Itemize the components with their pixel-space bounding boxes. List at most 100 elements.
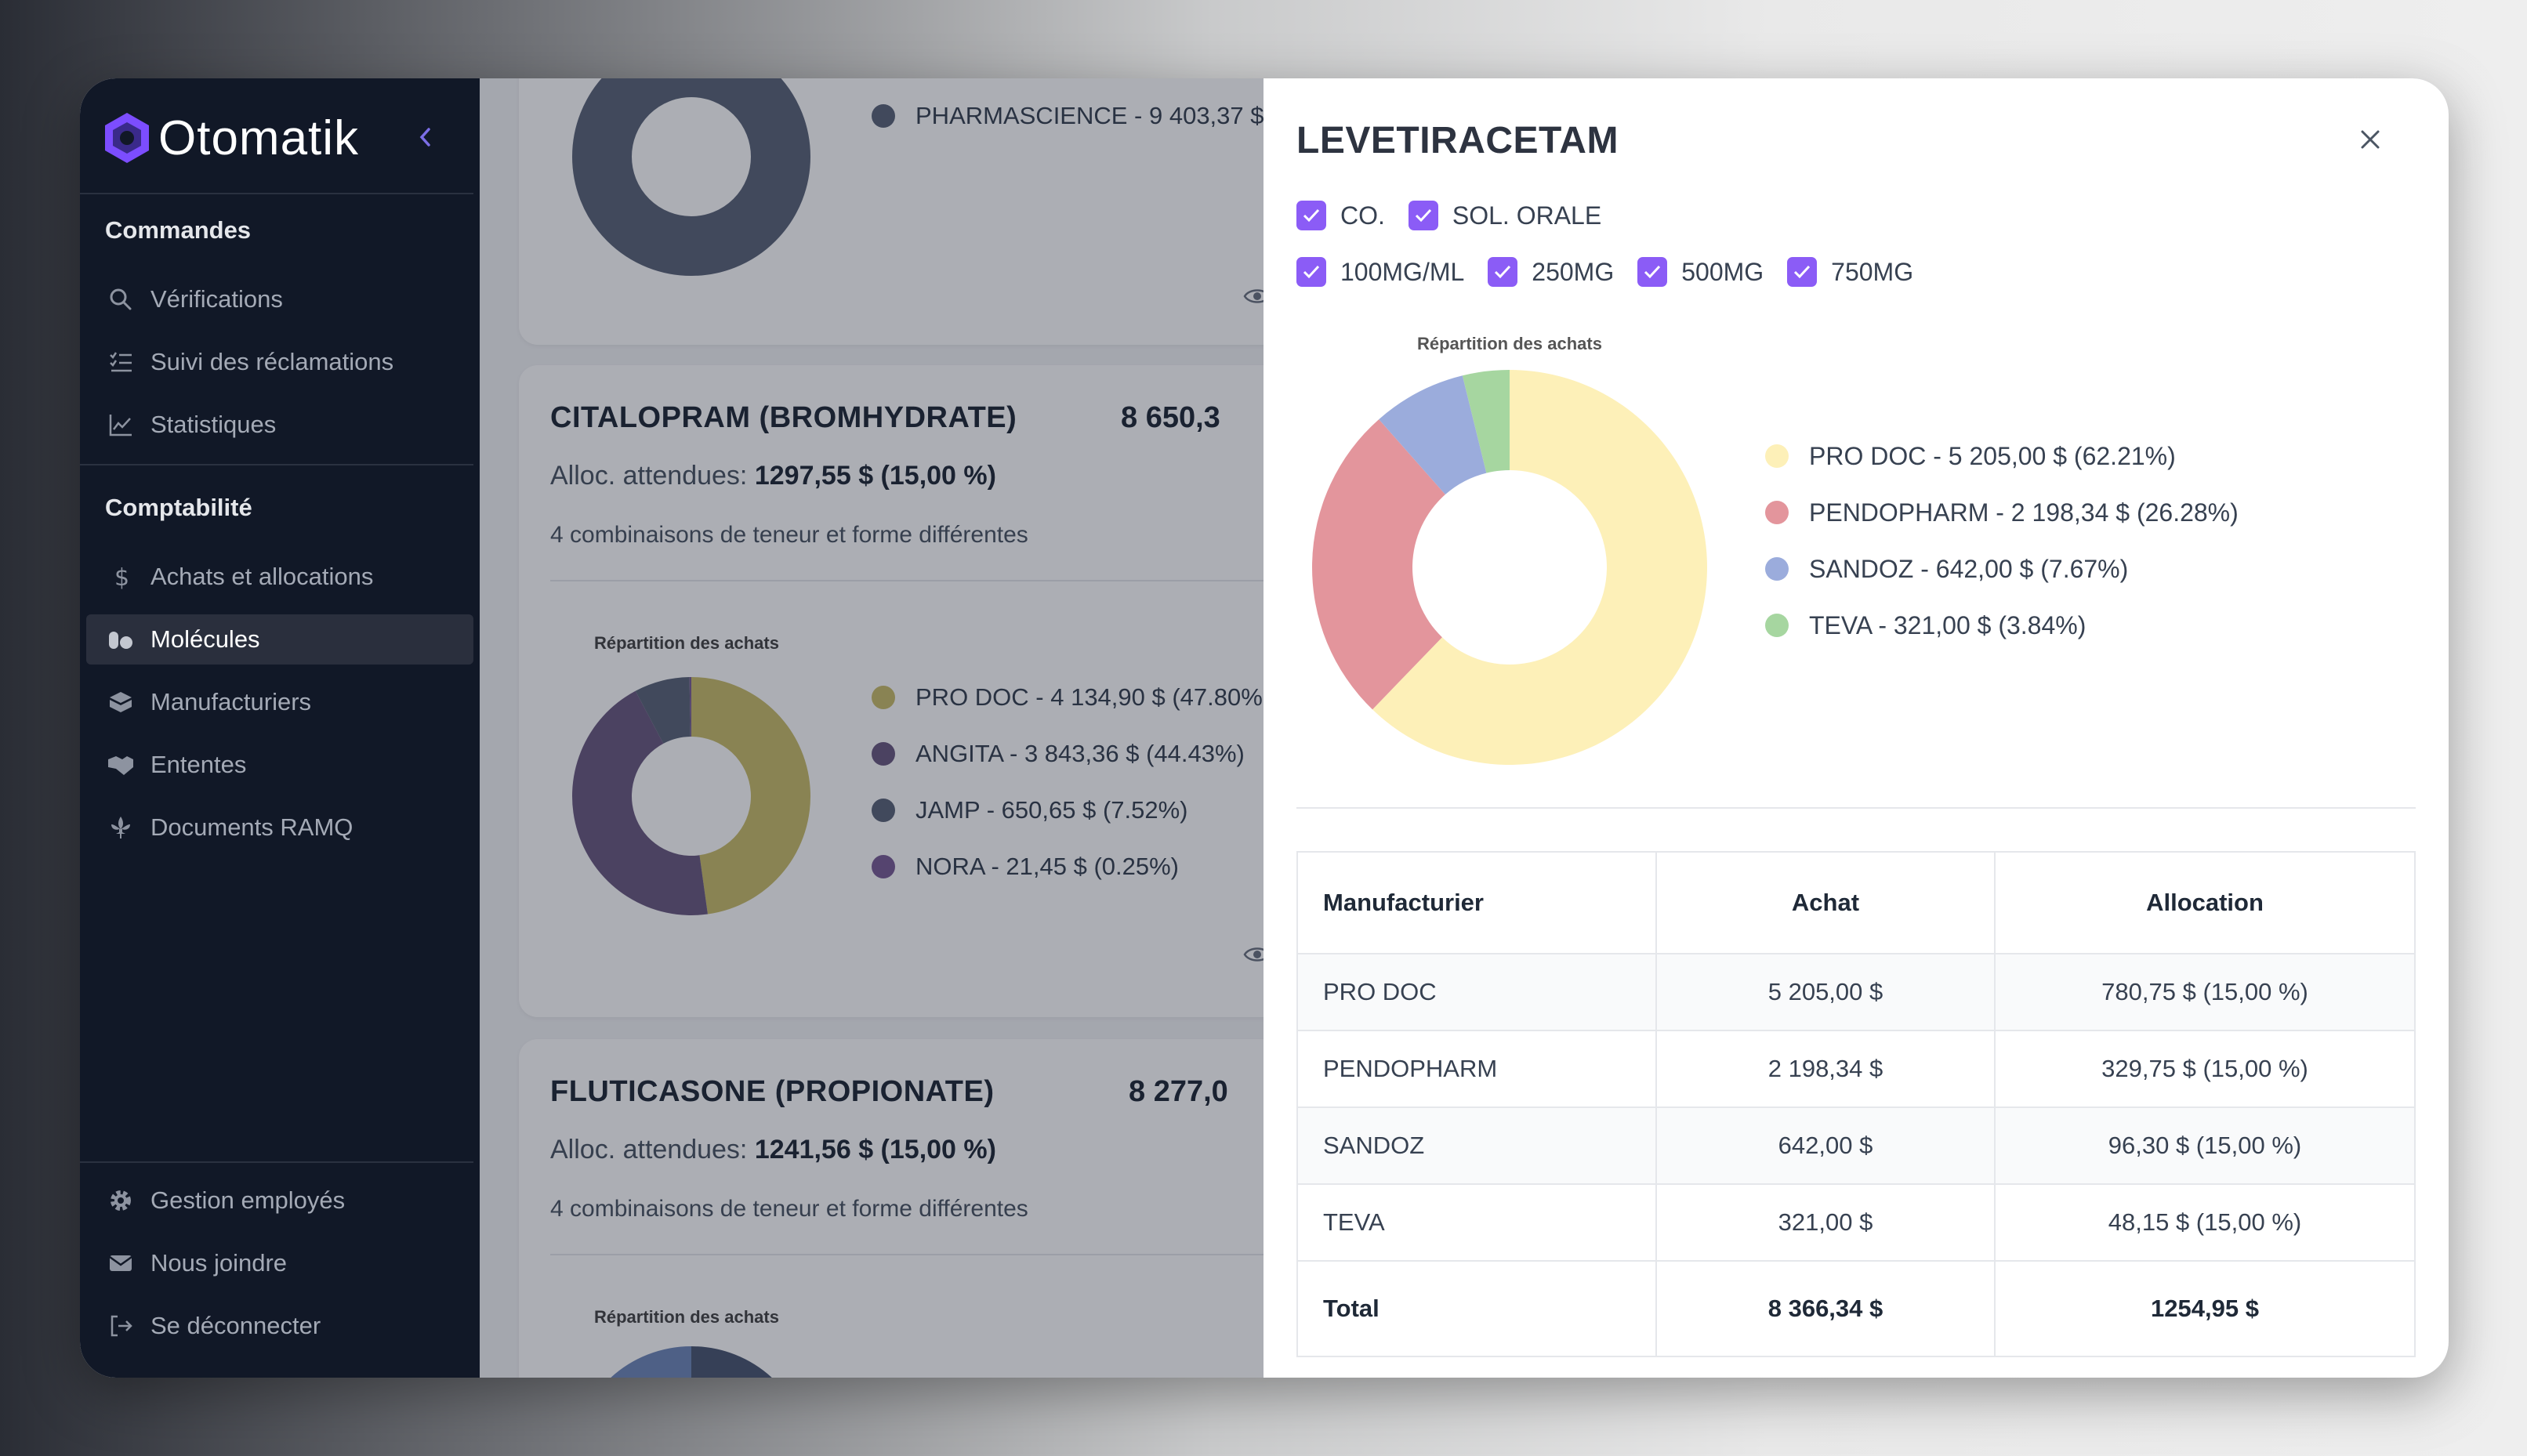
legend-item: PRO DOC - 5 205,00 $ (62.21%): [1765, 428, 2239, 484]
card-divider: [550, 580, 1381, 581]
collapse-sidebar-button[interactable]: [409, 119, 441, 155]
svg-text:$: $: [114, 564, 129, 589]
donut-chart-levetiracetam: [1312, 370, 1707, 765]
sidebar-item-manufacturiers[interactable]: Manufacturiers: [86, 677, 473, 727]
checkbox-strength-500mg[interactable]: 500MG: [1637, 257, 1764, 287]
cell-allocation: 780,75 $ (15,00 %): [1994, 953, 2416, 1031]
search-icon: [107, 285, 135, 313]
checkbox-checked[interactable]: [1408, 201, 1438, 230]
list-check-icon: [107, 348, 135, 376]
checkbox-strength-250mg[interactable]: 250MG: [1488, 257, 1614, 287]
sidebar-item-gestion-employes[interactable]: Gestion employés: [86, 1175, 473, 1226]
alloc-prefix: Alloc. attendues:: [550, 461, 748, 491]
checkbox-checked[interactable]: [1488, 257, 1518, 287]
card-title: CITALOPRAM (BROMHYDRATE): [550, 401, 1017, 434]
checkbox-checked[interactable]: [1296, 257, 1326, 287]
check-icon: [1303, 208, 1320, 223]
checkbox-form-sol-orale[interactable]: SOL. ORALE: [1408, 201, 1602, 230]
close-icon[interactable]: [2353, 122, 2387, 157]
sidebar-item-label: Vérifications: [150, 285, 283, 313]
sidebar-item-documents-ramq[interactable]: Documents RAMQ: [86, 802, 473, 853]
donut-slice-teva[interactable]: [1462, 370, 1510, 473]
table-row: PRO DOC 5 205,00 $ 780,75 $ (15,00 %): [1296, 953, 2416, 1031]
molecule-card[interactable]: CITALOPRAM (BROMHYDRATE) 8 650,3 Alloc. …: [519, 365, 1381, 1017]
chart-title: Répartition des achats: [1417, 334, 1602, 353]
table-row: SANDOZ 642,00 $ 96,30 $ (15,00 %): [1296, 1106, 2416, 1185]
donut-slice-pendopharm[interactable]: [1312, 419, 1445, 710]
gear-icon: [107, 1186, 135, 1215]
checkbox-label: SOL. ORALE: [1452, 201, 1602, 230]
molecule-card[interactable]: PHARMASCIENCE - 9 403,37 $: [519, 78, 1381, 345]
table-row: PENDOPHARM 2 198,34 $ 329,75 $ (15,00 %): [1296, 1030, 2416, 1108]
sidebar-item-label: Nous joindre: [150, 1249, 288, 1277]
molecule-detail-panel: LEVETIRACETAM CO. SOL. ORALE 100MG/ML 25…: [1264, 78, 2449, 1378]
brand[interactable]: Otomatik: [102, 110, 359, 166]
donut-slice-pro-doc[interactable]: [691, 677, 810, 915]
legend-dot: [872, 104, 895, 128]
alloc-value: 1297,55 $ (15,00 %): [754, 461, 996, 491]
column-header-manufacturier[interactable]: Manufacturier: [1296, 851, 1657, 954]
panel-divider: [1296, 807, 2416, 809]
sidebar-item-nous-joindre[interactable]: Nous joindre: [86, 1238, 473, 1288]
donut-slice-jamp[interactable]: [635, 677, 691, 744]
donut-slice-angita[interactable]: [571, 690, 708, 915]
cell-total-allocation: 1254,95 $: [1994, 1260, 2416, 1357]
sidebar-item-molecules[interactable]: Molécules: [86, 614, 473, 665]
legend-dot: [1765, 501, 1789, 524]
checkbox-label: CO.: [1340, 201, 1385, 230]
legend-dot: [1765, 614, 1789, 637]
column-header-allocation[interactable]: Allocation: [1994, 851, 2416, 954]
legend-item: ANGITA - 3 843,36 $ (44.43%): [872, 726, 1263, 782]
cell-achat: 2 198,34 $: [1655, 1030, 1996, 1108]
checkbox-checked[interactable]: [1296, 201, 1326, 230]
donut-slice-pro-doc[interactable]: [1372, 370, 1707, 765]
pills-icon: [107, 625, 135, 654]
sidebar-item-label: Statistiques: [150, 411, 277, 438]
donut-slice-sandoz[interactable]: [1379, 375, 1487, 495]
brand-name: Otomatik: [158, 110, 360, 165]
donut-chart-citalopram: [571, 677, 810, 915]
legend-label: SANDOZ - 642,00 $ (7.67%): [1809, 554, 2129, 583]
app-window: Otomatik Commandes Vérifications Suivi d…: [80, 78, 2449, 1378]
sidebar-item-suivi-reclamations[interactable]: Suivi des réclamations: [86, 337, 473, 387]
checkbox-form-co[interactable]: CO.: [1296, 201, 1385, 230]
legend-dot: [872, 686, 895, 709]
legend-dot: [1765, 444, 1789, 468]
chart-legend: PRO DOC - 5 205,00 $ (62.21%) PENDOPHARM…: [1765, 428, 2239, 654]
legend-item: PENDOPHARM - 2 198,34 $ (26.28%): [1765, 484, 2239, 541]
sidebar-item-label: Se déconnecter: [150, 1312, 321, 1339]
sidebar-item-achats-allocations[interactable]: $ Achats et allocations: [86, 552, 473, 602]
checkbox-label: 500MG: [1681, 257, 1764, 286]
checkbox-strength-750mg[interactable]: 750MG: [1787, 257, 1913, 287]
chart-title: Répartition des achats: [594, 1307, 779, 1327]
sidebar-item-ententes[interactable]: Ententes: [86, 740, 473, 790]
card-alloc: Alloc. attendues: 1297,55 $ (15,00 %): [550, 461, 996, 491]
check-icon: [1415, 208, 1431, 223]
legend-label: JAMP - 650,65 $ (7.52%): [915, 796, 1188, 824]
table-header-row: Manufacturier Achat Allocation: [1296, 851, 2416, 954]
legend-label: PHARMASCIENCE - 9 403,37 $: [915, 102, 1264, 129]
legend-dot: [872, 742, 895, 766]
box-icon: [107, 688, 135, 716]
checkbox-strength-100mg-ml[interactable]: 100MG/ML: [1296, 257, 1464, 287]
sidebar-item-label: Achats et allocations: [150, 563, 374, 590]
column-header-achat[interactable]: Achat: [1655, 851, 1996, 954]
cell-manufacturier: TEVA: [1296, 1183, 1657, 1262]
molecule-card[interactable]: FLUTICASONE (PROPIONATE) 8 277,0 Alloc. …: [519, 1039, 1381, 1378]
checkbox-checked[interactable]: [1787, 257, 1818, 287]
chevron-left-icon: [419, 128, 430, 147]
sidebar-item-label: Ententes: [150, 751, 247, 778]
sidebar-item-se-deconnecter[interactable]: Se déconnecter: [86, 1301, 473, 1351]
sidebar-item-label: Gestion employés: [150, 1186, 346, 1214]
donut-slice-nora[interactable]: [689, 677, 691, 737]
legend-label: ANGITA - 3 843,36 $ (44.43%): [915, 740, 1245, 767]
cell-achat: 5 205,00 $: [1655, 953, 1996, 1031]
legend-dot: [1765, 557, 1789, 581]
panel-title: LEVETIRACETAM: [1296, 120, 1619, 161]
checkbox-checked[interactable]: [1637, 257, 1668, 287]
sidebar-item-label: Molécules: [150, 625, 260, 653]
sidebar-divider: [80, 1161, 473, 1163]
sidebar-item-statistiques[interactable]: Statistiques: [86, 400, 473, 450]
sidebar-item-verifications[interactable]: Vérifications: [86, 274, 473, 324]
strength-filters: 100MG/ML 250MG 500MG 750MG: [1296, 257, 1937, 287]
